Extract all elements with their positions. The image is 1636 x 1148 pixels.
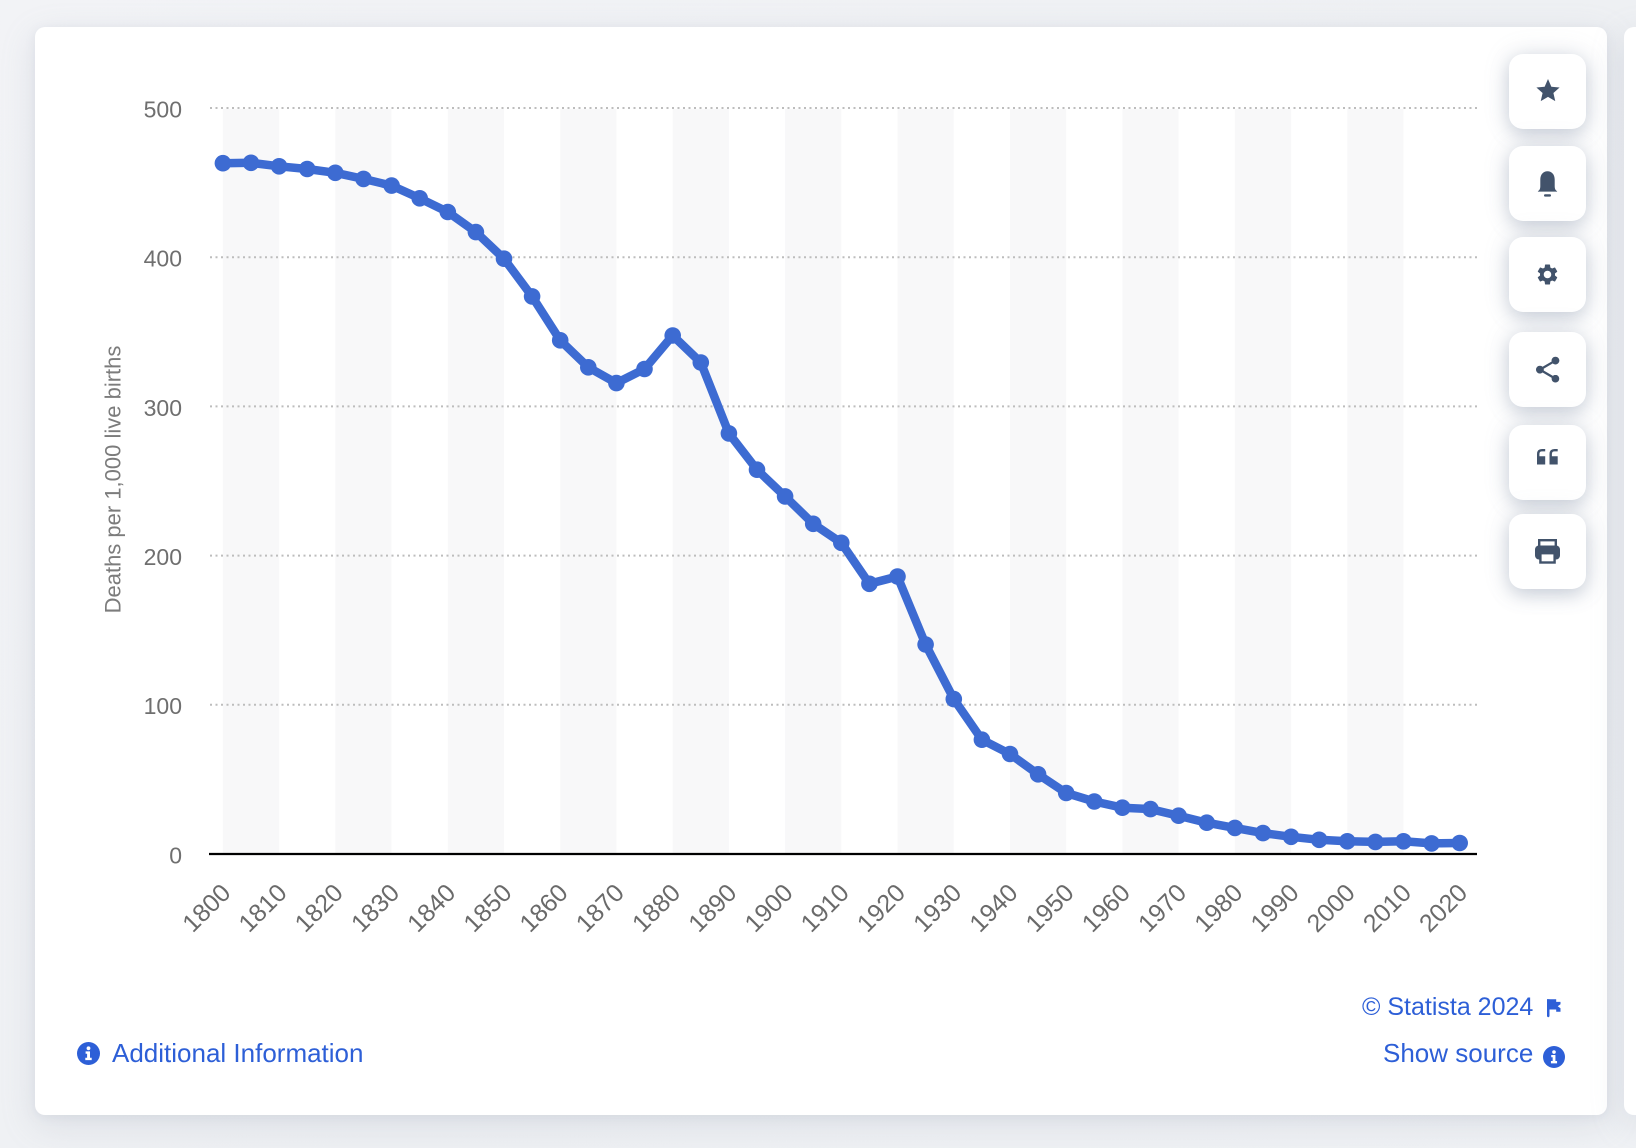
- svg-text:200: 200: [144, 544, 182, 570]
- svg-text:1860: 1860: [515, 879, 574, 938]
- svg-text:2020: 2020: [1414, 879, 1473, 938]
- svg-text:400: 400: [144, 246, 182, 272]
- svg-text:1920: 1920: [852, 879, 911, 938]
- svg-text:2000: 2000: [1302, 879, 1361, 938]
- svg-text:100: 100: [144, 693, 182, 719]
- svg-text:1800: 1800: [177, 879, 236, 938]
- svg-text:1990: 1990: [1245, 879, 1304, 938]
- svg-text:1890: 1890: [683, 879, 742, 938]
- svg-text:2010: 2010: [1358, 879, 1417, 938]
- svg-text:1960: 1960: [1077, 879, 1136, 938]
- svg-text:1930: 1930: [908, 879, 967, 938]
- svg-text:1970: 1970: [1133, 879, 1192, 938]
- svg-text:1850: 1850: [458, 879, 517, 938]
- svg-text:300: 300: [144, 395, 182, 421]
- svg-text:500: 500: [144, 96, 182, 122]
- svg-text:1880: 1880: [627, 879, 686, 938]
- svg-text:1900: 1900: [739, 879, 798, 938]
- svg-text:1830: 1830: [346, 879, 405, 938]
- svg-text:1950: 1950: [1021, 879, 1080, 938]
- svg-text:1870: 1870: [571, 879, 630, 938]
- svg-text:1940: 1940: [964, 879, 1023, 938]
- svg-text:1840: 1840: [402, 879, 461, 938]
- svg-text:Deaths per 1,000 live births: Deaths per 1,000 live births: [101, 346, 126, 614]
- svg-text:1810: 1810: [233, 879, 292, 938]
- svg-text:0: 0: [169, 842, 182, 868]
- svg-text:1910: 1910: [796, 879, 855, 938]
- svg-text:1820: 1820: [290, 879, 349, 938]
- svg-text:1980: 1980: [1189, 879, 1248, 938]
